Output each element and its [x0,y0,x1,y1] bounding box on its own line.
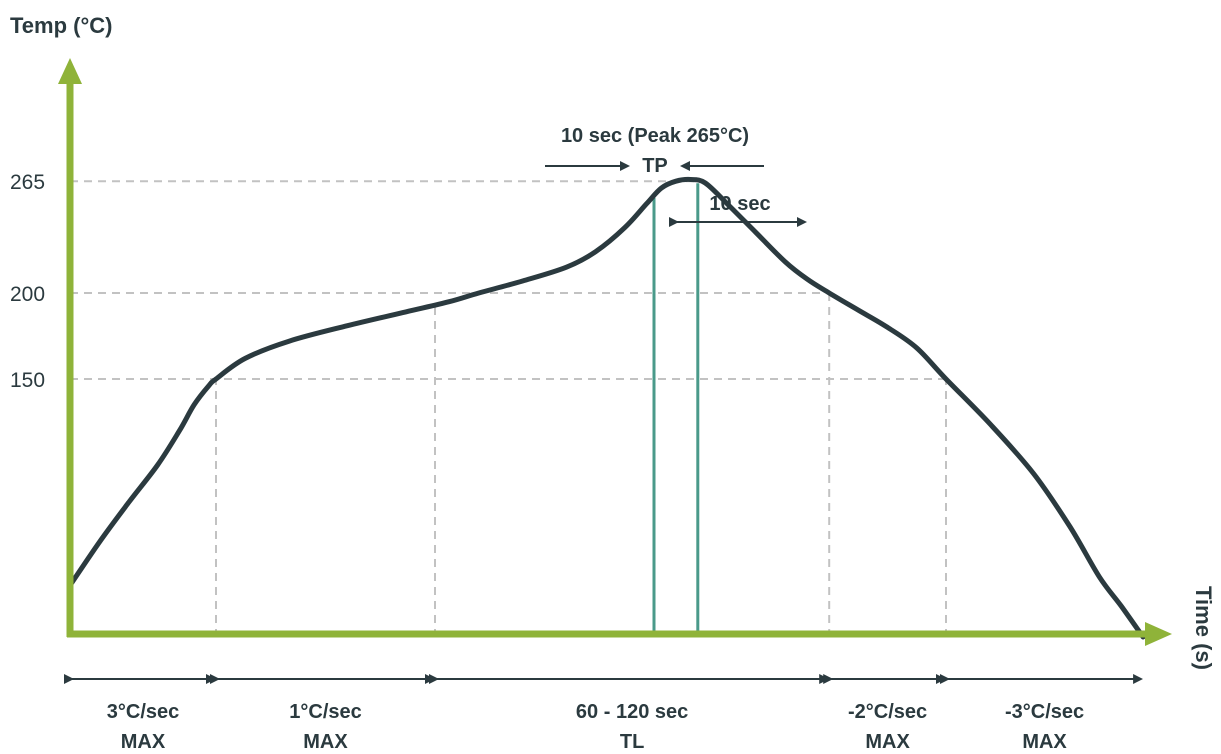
x-axis-arrowhead [1145,622,1172,646]
segment-rate-label: 60 - 120 sec [576,701,688,723]
segment-limit-label: MAX [1022,731,1067,753]
guide-lines [70,180,947,637]
segment-limit-label: MAX [865,731,910,753]
y-tick-labels: 265 200 150 [10,171,45,392]
tp-label: TP [642,155,668,177]
x-axis-title: Time (s) [1191,586,1216,670]
axes [58,58,1172,646]
segment-rate-label: 3°C/sec [107,701,180,723]
segment-limit-label: TL [620,731,644,753]
y-axis-arrowhead [58,58,82,84]
segment-limit-label: MAX [303,731,348,753]
y-tick-label: 150 [10,369,45,392]
cooling-annotation: 10 sec [669,193,807,227]
phase-segments: 3°C/sec MAX 1°C/sec MAX 60 - 120 sec TL -2°C/s… [64,674,1144,753]
cooling-annotation-label: 10 sec [709,193,770,215]
peak-annotation-title: 10 sec (Peak 265°C) [561,125,749,147]
peak-annotation: 10 sec (Peak 265°C) TP [545,125,764,177]
tl-window-lines [652,183,700,637]
segment-rate-label: -2°C/sec [848,701,927,723]
segment-rate-label: -3°C/sec [1005,701,1084,723]
segment-limit-label: MAX [121,731,166,753]
y-tick-label: 265 [10,171,45,194]
y-tick-label: 200 [10,283,45,306]
segment-rate-label: 1°C/sec [289,701,362,723]
y-axis-title: Temp (°C) [10,13,113,38]
temperature-curve [67,176,1146,640]
